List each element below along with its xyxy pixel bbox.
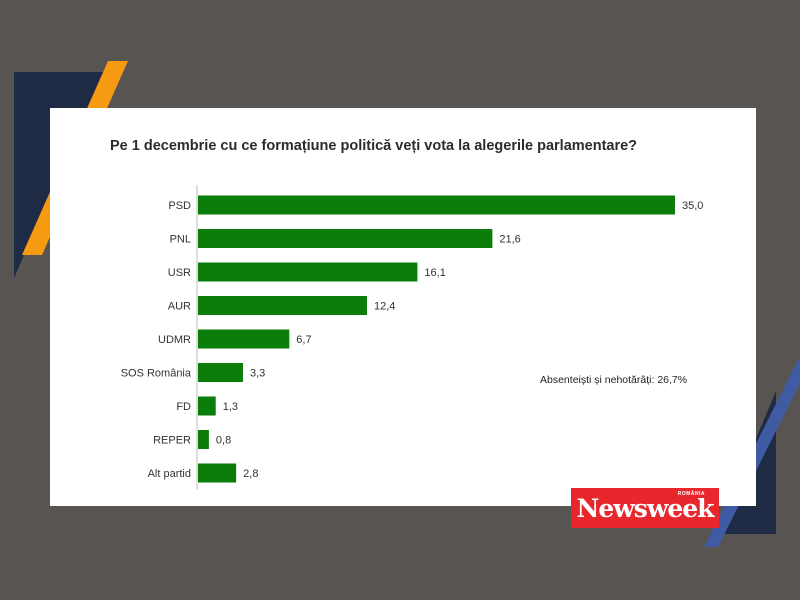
chart-title: Pe 1 decembrie cu ce formațiune politică… — [110, 138, 638, 154]
bar-udmr — [198, 329, 290, 349]
chart-card: PSD 35,0 PNL 21,6 USR 16,1 AUR 12,4 UDMR 6,7 SOS R… — [50, 108, 756, 506]
bar-pnl — [198, 229, 493, 248]
value-label-udmr: 6,7 — [296, 334, 311, 346]
bcs-logo-text: BCS — [734, 494, 752, 503]
value-label-pnl: 21,6 — [499, 234, 520, 246]
category-label-fd: FD — [176, 401, 191, 413]
category-label-pnl: PNL — [170, 234, 191, 246]
category-label-reper: REPER — [153, 435, 191, 447]
bcs-logo: BCS — [732, 489, 754, 505]
category-label-udmr: UDMR — [158, 334, 191, 346]
category-label-alt-partid: Alt partid — [148, 468, 191, 480]
bar-reper — [198, 430, 209, 449]
bar-fd — [198, 396, 216, 416]
bar-alt-partid — [198, 463, 237, 483]
newsweek-logo: Newsweek ROMÂNIA — [571, 488, 719, 528]
value-label-psd: 35,0 — [682, 200, 703, 212]
bar-psd — [198, 195, 675, 215]
newsweek-logo-text: Newsweek — [576, 493, 714, 523]
bar-aur — [198, 296, 367, 315]
bar-chart: PSD 35,0 PNL 21,6 USR 16,1 AUR 12,4 UDMR 6,7 SOS R… — [121, 185, 703, 490]
category-label-aur: AUR — [168, 301, 191, 313]
value-label-alt-partid: 2,8 — [243, 468, 258, 480]
value-label-fd: 1,3 — [223, 401, 238, 413]
value-label-aur: 12,4 — [374, 301, 395, 313]
category-label-sos-romania: SOS România — [121, 368, 192, 380]
value-label-sos-romania: 3,3 — [250, 368, 265, 380]
absentee-note: Absenteiști și nehotărâți: 26,7% — [540, 374, 688, 386]
bar-usr — [198, 262, 418, 282]
value-label-usr: 16,1 — [424, 267, 445, 279]
bar-sos-romania — [198, 363, 243, 382]
newsweek-logo-subtitle: ROMÂNIA — [677, 491, 705, 497]
category-label-psd: PSD — [168, 200, 191, 212]
value-label-reper: 0,8 — [216, 435, 231, 447]
category-label-usr: USR — [168, 267, 191, 279]
